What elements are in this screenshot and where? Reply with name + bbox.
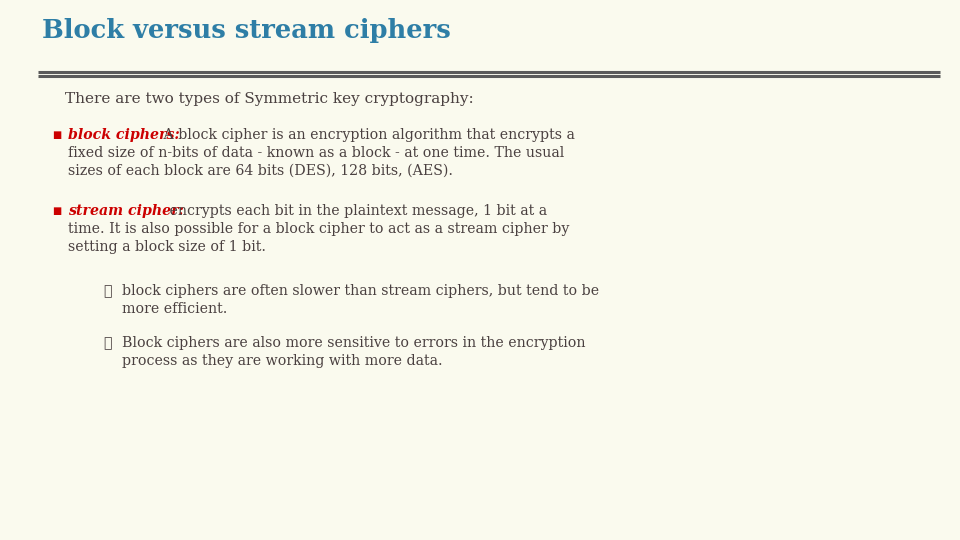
Text: sizes of each block are 64 bits (DES), 128 bits, (AES).: sizes of each block are 64 bits (DES), 1… [68,164,453,178]
Text: encrypts each bit in the plaintext message, 1 bit at a: encrypts each bit in the plaintext messa… [156,204,547,218]
Text: setting a block size of 1 bit.: setting a block size of 1 bit. [68,240,266,254]
Text: process as they are working with more data.: process as they are working with more da… [122,354,443,368]
Text: ■: ■ [52,206,61,216]
Text: Block versus stream ciphers: Block versus stream ciphers [42,18,451,43]
Text: A block cipher is an encryption algorithm that encrypts a: A block cipher is an encryption algorith… [159,128,575,142]
Text: block ciphers are often slower than stream ciphers, but tend to be: block ciphers are often slower than stre… [122,284,599,298]
Text: ■: ■ [52,130,61,140]
Text: Block ciphers are also more sensitive to errors in the encryption: Block ciphers are also more sensitive to… [122,336,586,350]
Text: stream cipher:: stream cipher: [68,204,184,218]
Text: ✓: ✓ [103,284,111,298]
Text: block ciphers:: block ciphers: [68,128,180,142]
Text: more efficient.: more efficient. [122,302,228,316]
Text: There are two types of Symmetric key cryptography:: There are two types of Symmetric key cry… [65,92,473,106]
Text: ✓: ✓ [103,336,111,350]
Text: fixed size of n-bits of data - known as a block - at one time. The usual: fixed size of n-bits of data - known as … [68,146,564,160]
Text: time. It is also possible for a block cipher to act as a stream cipher by: time. It is also possible for a block ci… [68,222,569,236]
